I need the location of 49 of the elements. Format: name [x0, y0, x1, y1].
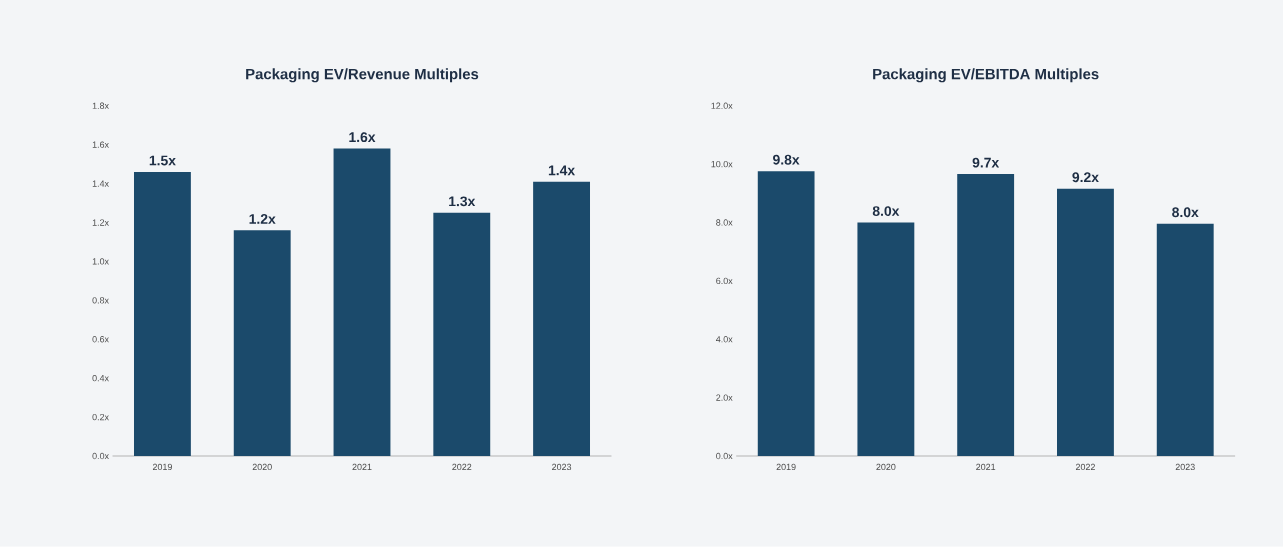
x-tick-label: 2020	[876, 463, 896, 471]
y-tick-label: 1.8x	[92, 102, 109, 110]
y-tick-label: 0.8x	[92, 297, 109, 304]
bar	[1156, 223, 1214, 457]
bar	[957, 174, 1015, 457]
bar	[1057, 188, 1114, 457]
y-tick-label: 1.6x	[92, 141, 109, 148]
data-label: 8.0x	[1172, 207, 1199, 218]
y-tick-label: 0.0x	[716, 452, 733, 460]
x-tick-label: 2019	[776, 463, 796, 471]
bar	[333, 148, 391, 457]
data-label: 9.7x	[972, 157, 1000, 168]
y-tick-label: 10.0x	[711, 161, 733, 168]
y-tick-label: 1.4x	[92, 180, 109, 187]
bar	[233, 230, 291, 457]
data-label: 1.4x	[548, 165, 576, 176]
data-label: 1.3x	[449, 196, 476, 207]
x-tick-label: 2022	[452, 463, 472, 471]
bar	[133, 172, 191, 457]
x-tick-label: 2021	[976, 463, 996, 471]
y-tick-label: 8.0x	[716, 219, 733, 226]
y-tick-label: 0.2x	[92, 414, 109, 421]
x-tick-label: 2023	[1175, 463, 1195, 471]
x-tick-label: 2023	[552, 463, 572, 471]
data-label: 1.5x	[149, 155, 176, 166]
bar	[433, 212, 491, 457]
y-tick-label: 6.0x	[716, 277, 733, 285]
y-tick-label: 1.0x	[92, 258, 109, 265]
y-tick-label: 12.0x	[711, 102, 733, 110]
bar	[757, 171, 815, 457]
data-label: 8.0x	[872, 206, 900, 217]
x-tick-label: 2019	[152, 463, 172, 471]
y-tick-label: 1.2x	[92, 219, 109, 226]
data-label: 1.2x	[249, 214, 276, 224]
y-tick-label: 0.0x	[92, 452, 109, 460]
x-tick-label: 2020	[252, 463, 272, 471]
x-tick-label: 2022	[1075, 463, 1095, 471]
y-tick-label: 0.4x	[92, 375, 109, 382]
data-label: 1.6x	[349, 132, 376, 143]
bar	[533, 181, 591, 457]
chart-title: Packaging EV/Revenue Multiples	[246, 68, 479, 83]
data-label: 9.8x	[773, 154, 800, 165]
bar	[857, 222, 915, 457]
data-label: 9.2x	[1072, 172, 1099, 183]
x-tick-label: 2021	[352, 463, 372, 471]
y-tick-label: 4.0x	[715, 336, 733, 343]
y-tick-label: 0.6x	[92, 336, 109, 343]
y-tick-label: 2.0x	[716, 394, 733, 401]
chart-title: Packaging EV/EBITDA Multiples	[873, 68, 1099, 83]
